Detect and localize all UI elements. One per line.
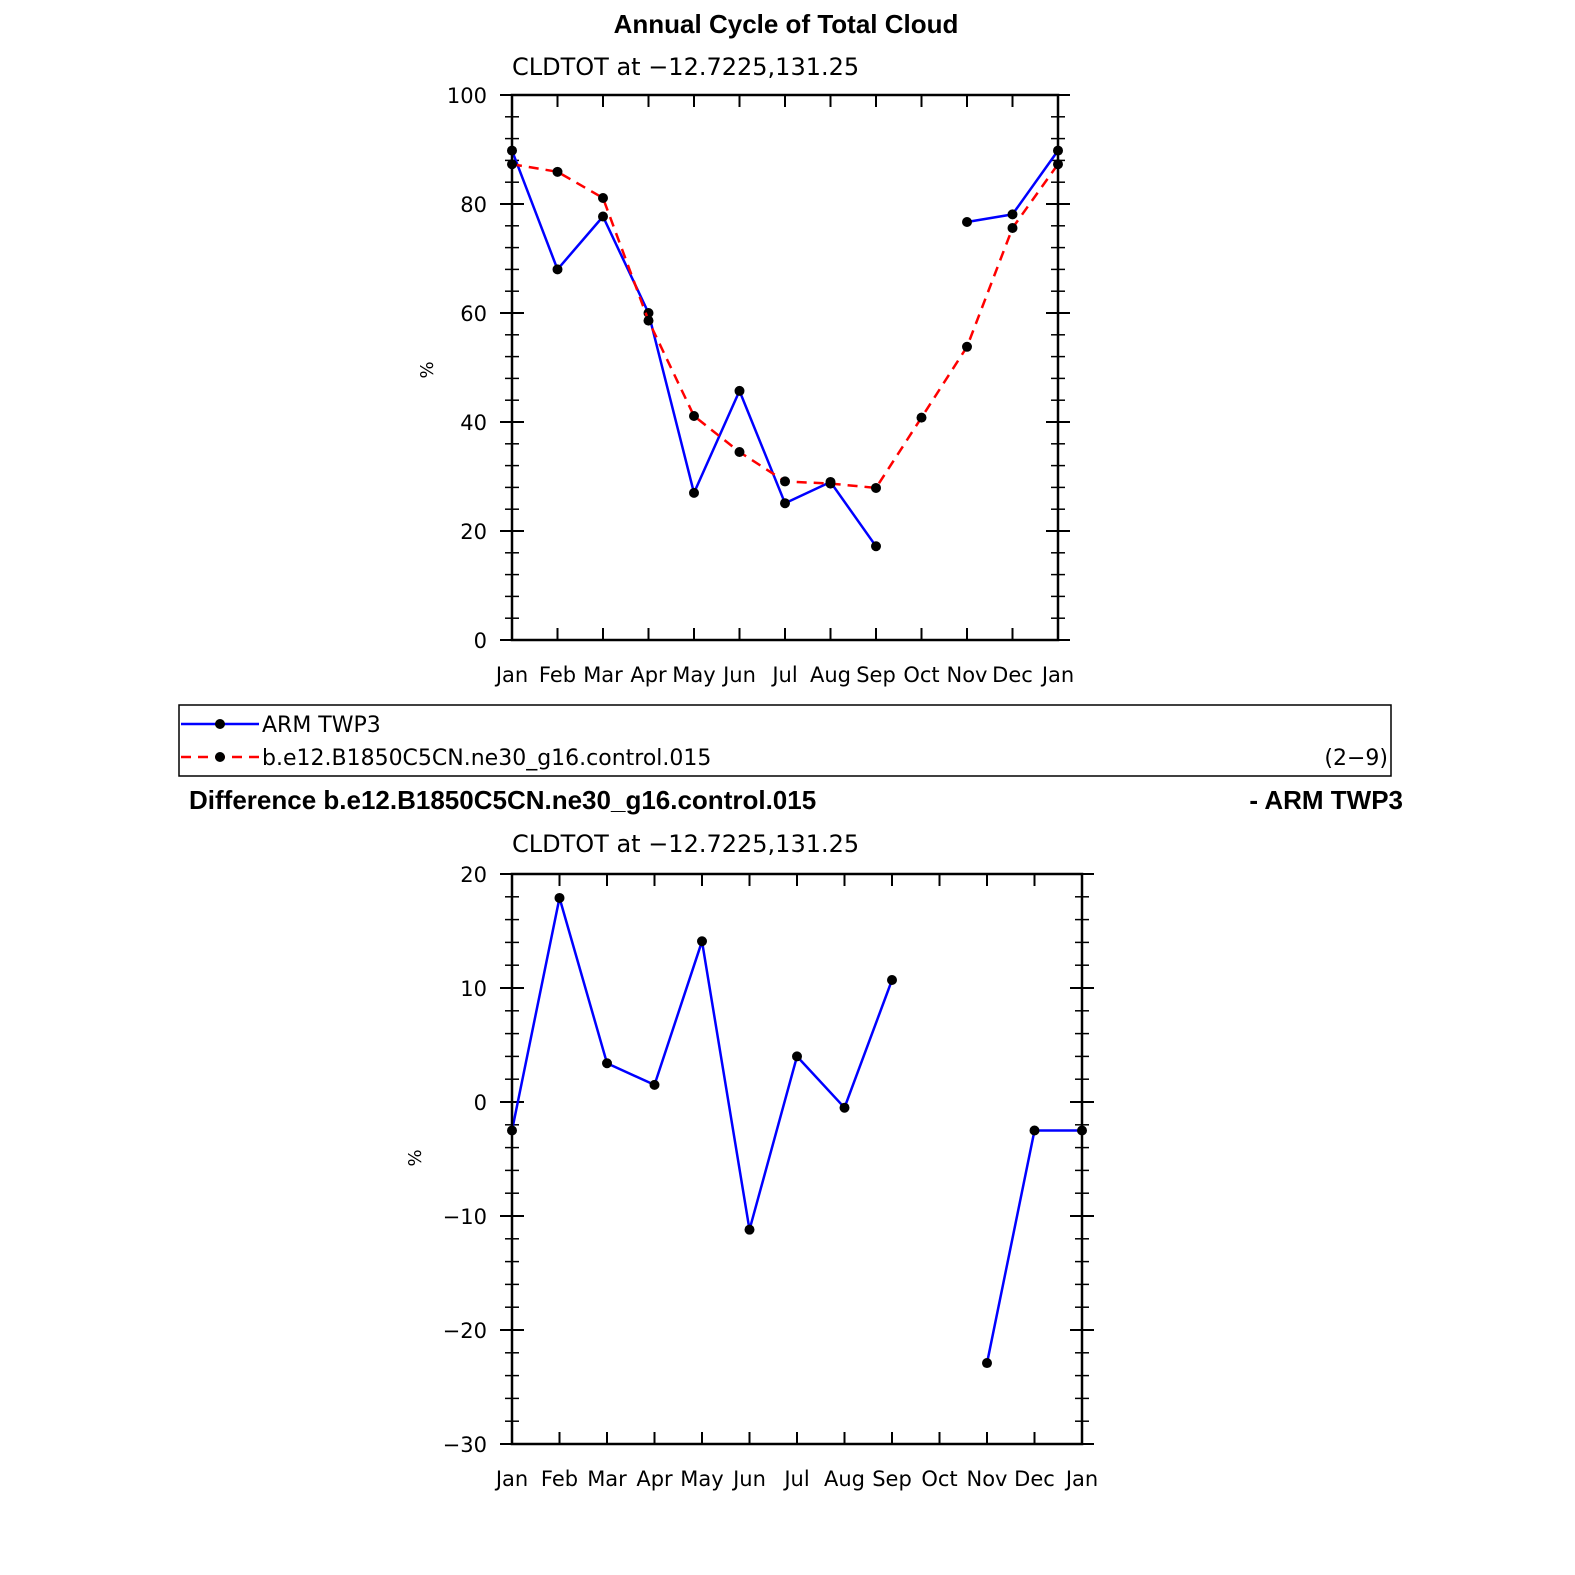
chart1-series-1-point [689, 411, 699, 422]
chart1-series-1-point [552, 166, 563, 177]
chart1-series-0-point [962, 216, 972, 227]
chart2-series-0-point [839, 1102, 850, 1113]
chart1-xtick-label: Feb [539, 663, 576, 687]
chart2-xtick-label: Jul [782, 1467, 809, 1491]
difference-chart: Difference b.e12.B1850C5CN.ne30_g16.cont… [189, 785, 1403, 1491]
chart1-ytick-label: 80 [460, 193, 487, 217]
chart1-series [507, 145, 1063, 552]
chart1-xtick-label: Jul [770, 663, 797, 687]
chart1-xtick-label: Oct [903, 663, 939, 687]
chart1-xtick-label: May [672, 663, 715, 687]
chart1-series-0-point [780, 498, 790, 509]
chart2-series [507, 892, 1087, 1369]
chart2-xtick-label: Apr [636, 1467, 673, 1491]
chart2-title: Difference b.e12.B1850C5CN.ne30_g16.cont… [189, 785, 816, 815]
chart2-xtick-label: Jan [1064, 1467, 1098, 1491]
chart2-series-0-point [744, 1224, 755, 1235]
chart1-ytick-label: 40 [460, 411, 487, 435]
chart1-series-0-point [598, 211, 608, 222]
chart1-series-0-point [734, 385, 745, 396]
chart2-xtick-label: Jun [731, 1467, 766, 1491]
chart1-series-0-point [1007, 209, 1018, 220]
chart2-series-0-line [510, 896, 894, 1231]
chart2-xtick-label: Feb [541, 1467, 578, 1491]
chart1-series-1-point [916, 412, 927, 423]
chart2-xtick-label: May [680, 1467, 723, 1491]
chart1-series-0-point [871, 541, 881, 552]
chart2-xtick-label: Sep [872, 1467, 912, 1491]
legend: ARM TWP3 b.e12.B1850C5CN.ne30_g16.contro… [178, 704, 1392, 777]
legend-item-model: b.e12.B1850C5CN.ne30_g16.control.015 [181, 746, 711, 771]
chart1-ytick-label: 60 [460, 302, 487, 326]
chart1-ticks: Jan Feb Mar Apr May Jun Jul Aug Sep Oct Nov Dec Jan 0… [447, 84, 1074, 687]
chart1-series-1-point [780, 476, 790, 487]
chart1-xtick-label: Mar [583, 663, 623, 687]
chart2-title-right: - ARM TWP3 [1249, 785, 1403, 815]
chart1-series-1-point [962, 341, 972, 352]
chart1-series-0-point [689, 487, 699, 498]
chart2-series-0-point [649, 1079, 660, 1090]
chart1-xtick-label: Dec [992, 663, 1033, 687]
chart1-xtick-label: Sep [856, 663, 896, 687]
chart2-ticks: Jan Feb Mar Apr May Jun Jul Aug Sep Oct Nov Dec Jan−… [443, 863, 1099, 1491]
chart2-xtick-label: Nov [967, 1467, 1008, 1491]
chart1-series-1-point [1007, 222, 1018, 233]
annual-cycle-chart: Annual Cycle of Total Cloud CLDTOT at −1… [417, 9, 1074, 687]
chart2-frame [510, 872, 1084, 1446]
legend-note: (2−9) [1324, 746, 1388, 771]
chart2-xtick-label: Jan [494, 1467, 528, 1491]
chart1-ytick-label: 20 [460, 520, 487, 544]
chart2-ytick-label: 0 [474, 1091, 487, 1115]
chart2-ytick-label: −20 [443, 1319, 487, 1343]
chart1-series-0-point [552, 264, 563, 275]
chart1-ylabel: % [417, 361, 438, 378]
legend-marker-model [215, 752, 225, 762]
chart1-series-1-point [871, 482, 881, 493]
chart2-series-0-point [982, 1358, 992, 1369]
chart2-series-0-point [1029, 1125, 1040, 1136]
chart1-xtick-label: Apr [630, 663, 667, 687]
chart2-ylabel: % [405, 1149, 426, 1166]
legend-label-model: b.e12.B1850C5CN.ne30_g16.control.015 [262, 746, 711, 771]
chart1-xtick-label: Jan [1040, 663, 1074, 687]
chart2-series-0-line [985, 1129, 1082, 1364]
chart1-xtick-label: Nov [947, 663, 988, 687]
chart2-ytick-label: 20 [460, 863, 487, 887]
chart1-series-1-point [825, 478, 836, 489]
legend-label-arm: ARM TWP3 [262, 713, 381, 738]
chart2-xtick-label: Mar [587, 1467, 627, 1491]
chart2-xtick-label: Dec [1014, 1467, 1055, 1491]
chart2-ytick-label: −10 [443, 1205, 487, 1229]
chart1-series-0-line [510, 150, 878, 548]
chart1-frame [510, 93, 1060, 642]
chart2-ytick-label: 10 [460, 977, 487, 1001]
chart1-series-1-line [511, 162, 1060, 490]
chart2-series-0-point [602, 1058, 612, 1069]
chart1-xtick-label: Jun [721, 663, 756, 687]
chart2-ytick-label: −30 [443, 1433, 487, 1457]
chart1-xtick-label: Jan [494, 663, 528, 687]
chart1-title: Annual Cycle of Total Cloud [614, 9, 959, 39]
legend-item-arm: ARM TWP3 [181, 713, 381, 738]
chart2-series-0-point [887, 975, 897, 986]
chart2-xtick-label: Oct [921, 1467, 957, 1491]
chart2-series-0-point [792, 1051, 802, 1062]
legend-marker-arm [215, 719, 225, 729]
chart2-xtick-label: Aug [824, 1467, 865, 1491]
chart1-xtick-label: Aug [810, 663, 851, 687]
chart2-subtitle: CLDTOT at −12.7225,131.25 [512, 830, 859, 858]
chart2-series-0-point [697, 936, 707, 947]
chart1-series-1-point [734, 446, 745, 457]
chart2-series-0-point [554, 892, 565, 903]
chart1-subtitle: CLDTOT at −12.7225,131.25 [512, 53, 859, 81]
chart1-ytick-label: 0 [474, 629, 487, 653]
legend-frame [178, 704, 1392, 777]
chart1-series-1-point [598, 193, 608, 204]
chart1-series-1-point [643, 315, 654, 326]
chart1-ytick-label: 100 [447, 84, 487, 108]
